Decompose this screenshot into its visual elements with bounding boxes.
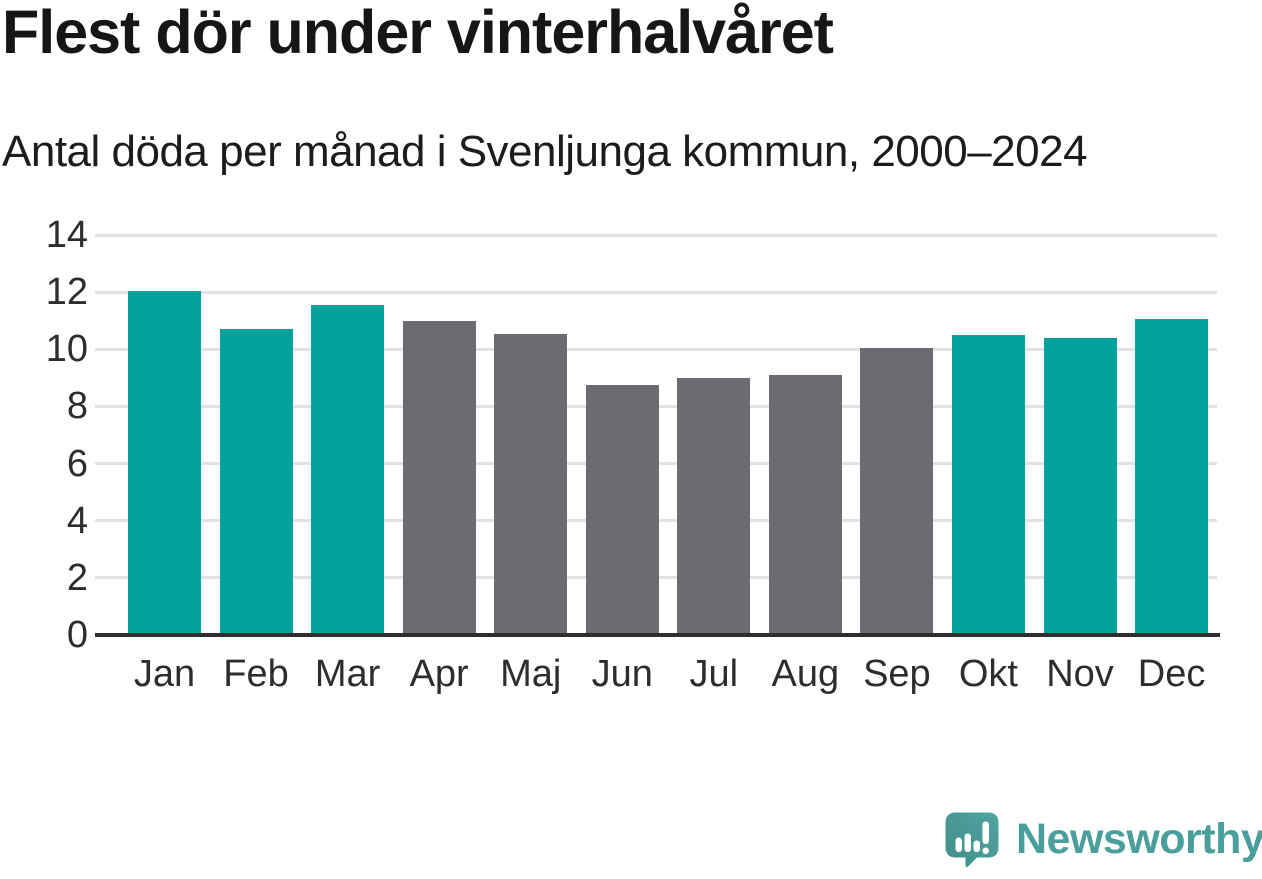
bar-jul bbox=[677, 377, 751, 635]
gridline-y14 bbox=[95, 233, 1217, 237]
y-tick-label-4: 4 bbox=[66, 499, 88, 542]
y-tick-label-12: 12 bbox=[45, 271, 88, 314]
y-tick-label-2: 2 bbox=[66, 556, 88, 599]
brand-footer: Newsworthy bbox=[943, 810, 1262, 868]
bar-apr bbox=[402, 320, 476, 635]
exclamation-dot bbox=[982, 847, 989, 854]
chart-title: Flest dör under vinterhalvåret bbox=[2, 0, 834, 66]
x-tick-label-jan: Jan bbox=[133, 653, 196, 695]
bar-sep bbox=[860, 347, 934, 635]
x-tick-label-feb: Feb bbox=[223, 653, 289, 695]
x-tick-label-okt: Okt bbox=[958, 653, 1018, 695]
bar-jun bbox=[585, 385, 659, 635]
speech-bubble-shape bbox=[945, 812, 999, 868]
x-axis: Jan Feb Mar Apr Maj Jun Jul Aug Sep Okt Nov Dec bbox=[0, 650, 1262, 710]
bar-nov bbox=[1043, 337, 1117, 635]
mini-bar-chart-glyph bbox=[955, 821, 989, 854]
gridline-y12 bbox=[95, 290, 1217, 294]
bar-aug bbox=[768, 375, 842, 635]
y-tick-label-6: 6 bbox=[66, 442, 88, 485]
bar-jan bbox=[128, 290, 201, 635]
x-tick-label-jul: Jul bbox=[689, 653, 739, 695]
bar-mar bbox=[311, 305, 385, 635]
x-tick-label-jun: Jun bbox=[591, 653, 653, 695]
x-tick-label-sep: Sep bbox=[863, 653, 931, 695]
y-tick-label-14: 14 bbox=[45, 214, 88, 256]
bar-dec bbox=[1135, 319, 1209, 635]
bar-chart: 0 2 4 6 8 10 12 14 Jan Feb Mar Apr Maj Jun Jul Aug Sep O… bbox=[0, 214, 1262, 695]
x-tick-label-nov: Nov bbox=[1046, 653, 1114, 695]
x-tick-label-dec: Dec bbox=[1137, 653, 1206, 695]
gridline-y10 bbox=[95, 347, 1217, 351]
y-tick-label-10: 10 bbox=[45, 328, 88, 371]
brand-name: Newsworthy bbox=[1016, 814, 1262, 863]
x-tick-label-aug: Aug bbox=[771, 653, 840, 695]
x-tick-label-maj: Maj bbox=[500, 653, 562, 695]
x-tick-label-mar: Mar bbox=[314, 653, 381, 695]
bar-maj bbox=[494, 333, 568, 635]
x-tick-label-apr: Apr bbox=[409, 653, 469, 695]
y-tick-label-0: 0 bbox=[66, 614, 88, 656]
newsworthy-logo-icon bbox=[945, 812, 999, 868]
y-axis: 0 2 4 6 8 10 12 14 bbox=[0, 214, 88, 656]
bar-feb bbox=[219, 329, 293, 635]
exclamation-bar bbox=[982, 821, 989, 844]
chart-subtitle: Antal döda per månad i Svenljunga kommun… bbox=[2, 127, 1088, 176]
x-axis-baseline bbox=[95, 633, 1220, 637]
plot-area bbox=[95, 233, 1220, 637]
y-tick-label-8: 8 bbox=[66, 385, 88, 428]
bar-okt bbox=[951, 335, 1025, 635]
